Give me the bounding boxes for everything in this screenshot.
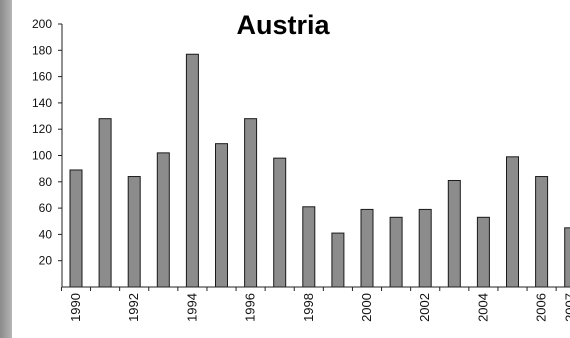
- y-tick-label: 60: [39, 201, 53, 215]
- bar-1990: [69, 169, 83, 288]
- y-tick-label: 20: [39, 254, 53, 268]
- bar-2006: [535, 176, 549, 288]
- y-axis: 20 40 60 80 100 120 140 160 180 200: [32, 17, 63, 287]
- bar-2004: [476, 216, 490, 288]
- bar-1999: [331, 232, 345, 288]
- x-tick-label: 1990: [68, 293, 83, 322]
- x-tick-label: 1996: [243, 293, 258, 322]
- x-tick-label: 1998: [301, 293, 316, 322]
- x-tick-label: 2007: [563, 293, 570, 322]
- x-axis: 1990 1992 1994 1996 1998 2000 2002 2004 2006 2007: [60, 286, 570, 322]
- bar-1998: [302, 206, 316, 288]
- y-tick-label: 40: [39, 227, 53, 241]
- y-tick-label: 140: [32, 96, 52, 110]
- x-tick-label: 2004: [475, 293, 490, 322]
- bar-2002: [418, 208, 432, 288]
- bar-2005: [506, 156, 519, 288]
- bar-1995: [215, 143, 228, 288]
- bar-1996: [244, 118, 258, 288]
- x-tick-label: 1994: [184, 293, 199, 322]
- y-tick-label: 100: [32, 149, 52, 163]
- bars: [69, 53, 570, 288]
- x-tick-label: 2006: [534, 293, 549, 322]
- bar-1993: [156, 152, 170, 288]
- bar-1991: [98, 118, 112, 288]
- bar-1997: [273, 157, 287, 288]
- y-tick-label: 200: [32, 17, 52, 31]
- left-window-edge: [0, 0, 12, 338]
- x-tick-label: 2002: [417, 293, 432, 322]
- bar-2007: [564, 227, 570, 288]
- bar-2003: [447, 179, 461, 288]
- y-tick-label: 120: [32, 122, 52, 136]
- x-tick-label: 2000: [359, 293, 374, 322]
- x-tick-label: 1992: [126, 293, 141, 322]
- y-tick-label: 80: [39, 175, 53, 189]
- bar-2000: [360, 208, 374, 288]
- bar-1994: [185, 53, 199, 288]
- y-tick-label: 180: [32, 43, 52, 57]
- bar-2001: [389, 216, 403, 288]
- y-tick-label: 160: [32, 70, 52, 84]
- bar-1992: [127, 176, 141, 288]
- chart-title: Austria: [236, 10, 330, 40]
